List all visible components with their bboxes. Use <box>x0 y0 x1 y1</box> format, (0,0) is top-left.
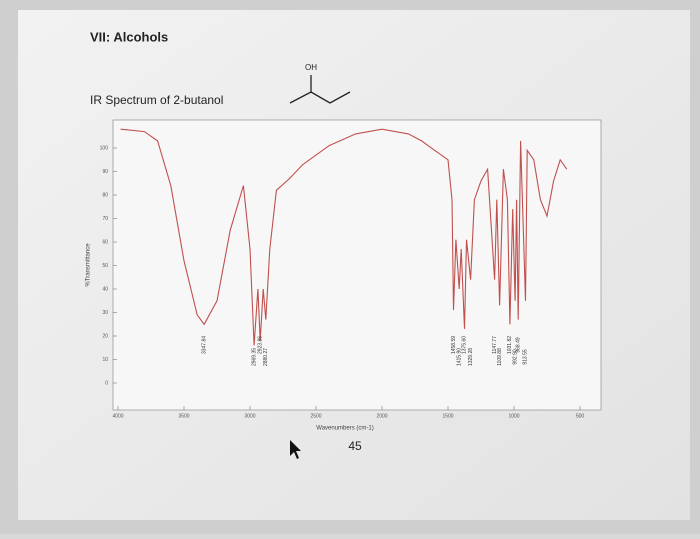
x-tick-label: 500 <box>576 413 585 419</box>
y-tick-label: 20 <box>102 333 108 339</box>
x-tick-label: 3500 <box>178 413 189 419</box>
peak-label: 2923.86 <box>257 336 263 354</box>
peak-label: 1329.28 <box>468 348 474 366</box>
y-tick-label: 10 <box>102 357 108 363</box>
peak-label: 2880.27 <box>263 348 269 366</box>
y-tick-label: 60 <box>102 239 108 245</box>
peak-label: 1109.88 <box>497 348 503 366</box>
chart-title: IR Spectrum of 2-butanol <box>90 93 223 107</box>
x-tick-label: 2000 <box>376 413 387 419</box>
slide-title: VII: Alcohols <box>90 29 168 44</box>
x-axis-label: Wavenumbers (cm-1) <box>316 426 373 432</box>
y-tick-label: 0 <box>105 380 108 386</box>
peak-label: 1147.77 <box>492 336 498 354</box>
spectrum-line <box>120 128 568 346</box>
y-tick-label: 90 <box>102 169 108 175</box>
x-tick-label: 2500 <box>310 413 321 419</box>
peak-label: 2969.35 <box>251 348 257 366</box>
page-number: 45 <box>348 439 362 453</box>
peak-label: 968.49 <box>515 337 521 353</box>
y-tick-label: 80 <box>102 192 108 198</box>
x-tick-label: 1500 <box>442 413 453 419</box>
peak-label: 3347.84 <box>201 336 207 354</box>
peak-label: 992.90 <box>512 349 518 365</box>
peak-label: 1415.90 <box>456 348 462 366</box>
y-tick-label: 30 <box>102 310 108 316</box>
peak-label: 1458.59 <box>451 336 457 354</box>
y-tick-label: 70 <box>102 216 108 222</box>
y-tick-label: 50 <box>102 263 108 269</box>
peak-label: 1031.82 <box>507 336 513 354</box>
molecule <box>289 75 351 104</box>
y-tick-label: 100 <box>100 145 109 151</box>
molecule-label: OH <box>305 63 317 72</box>
peak-label: 1375.60 <box>462 336 468 354</box>
x-tick-label: 3000 <box>244 413 255 419</box>
mouse-cursor <box>290 440 301 459</box>
plot-frame <box>112 119 602 411</box>
x-tick-label: 4000 <box>112 413 123 419</box>
peak-label: 913.55 <box>523 349 529 365</box>
y-tick-label: 40 <box>102 286 108 292</box>
y-axis-label: %Transmittance <box>86 243 92 287</box>
x-tick-label: 1000 <box>508 413 519 419</box>
